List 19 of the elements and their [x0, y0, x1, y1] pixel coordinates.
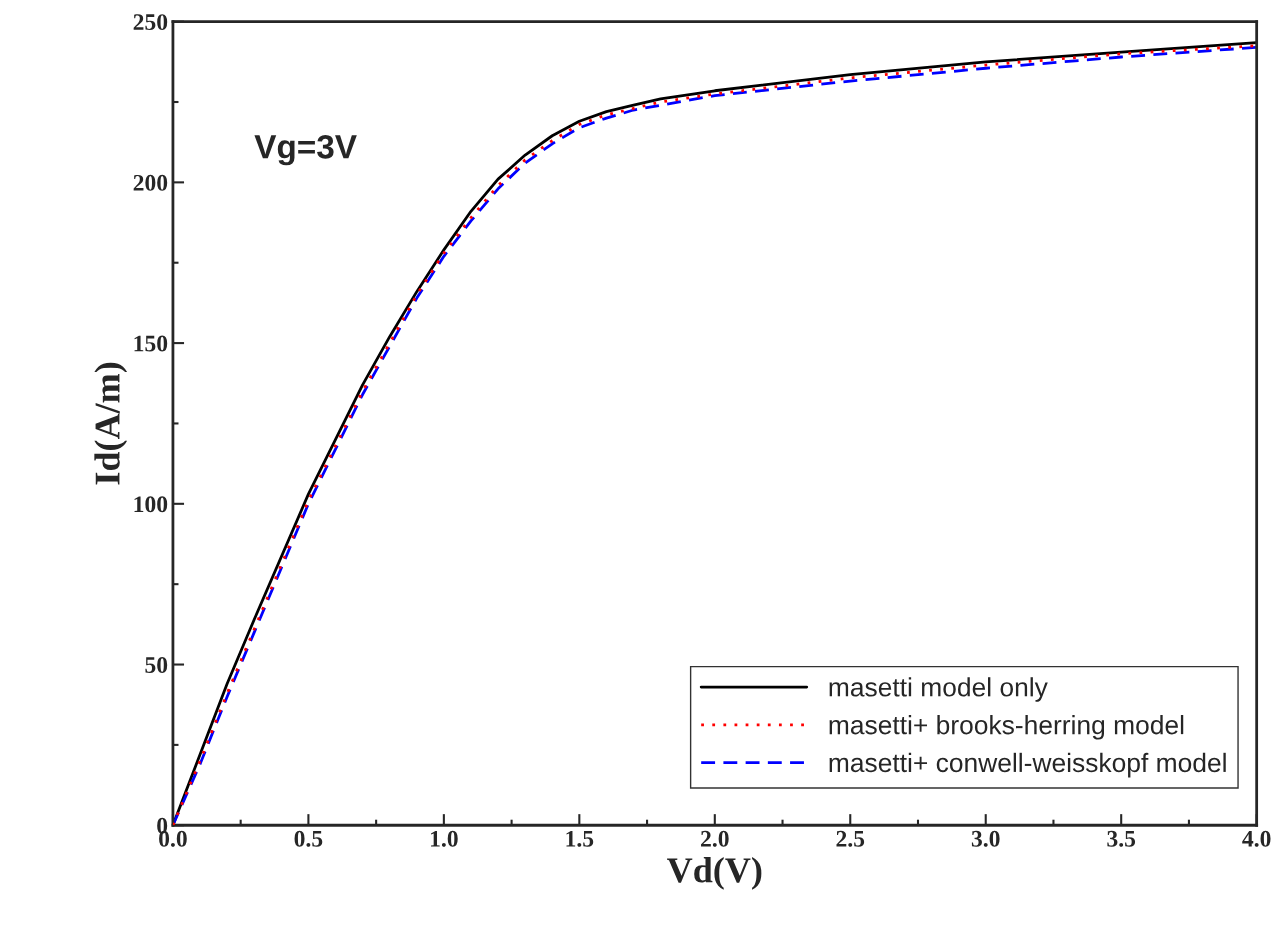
y-tick-label: 200 [133, 174, 168, 191]
legend-label: masetti model only [829, 677, 1048, 702]
x-tick-label: 1.0 [431, 830, 458, 847]
y-axis-title: Id(A/m) [94, 362, 128, 485]
x-tick-label: 3.5 [1107, 830, 1136, 847]
x-tick-label: 4.0 [1242, 830, 1271, 847]
x-axis-title: Vd(V) [667, 857, 762, 890]
legend-label: masetti+ conwell-weisskopf model [829, 752, 1226, 778]
x-tick-label: 2.0 [701, 830, 729, 847]
y-tick-label: 100 [134, 496, 168, 513]
annotation: Vg=3V [254, 134, 357, 166]
x-tick-label: 3.0 [971, 830, 1000, 847]
legend-label: masetti+ brooks-herring model [829, 715, 1184, 740]
y-tick-label: 150 [134, 335, 168, 352]
x-tick-label: 2.5 [836, 830, 865, 847]
x-tick-label: 1.5 [566, 830, 594, 847]
y-tick-label: 50 [145, 657, 168, 673]
y-tick-label: 250 [133, 14, 168, 31]
x-tick-label: 0.5 [294, 830, 323, 847]
